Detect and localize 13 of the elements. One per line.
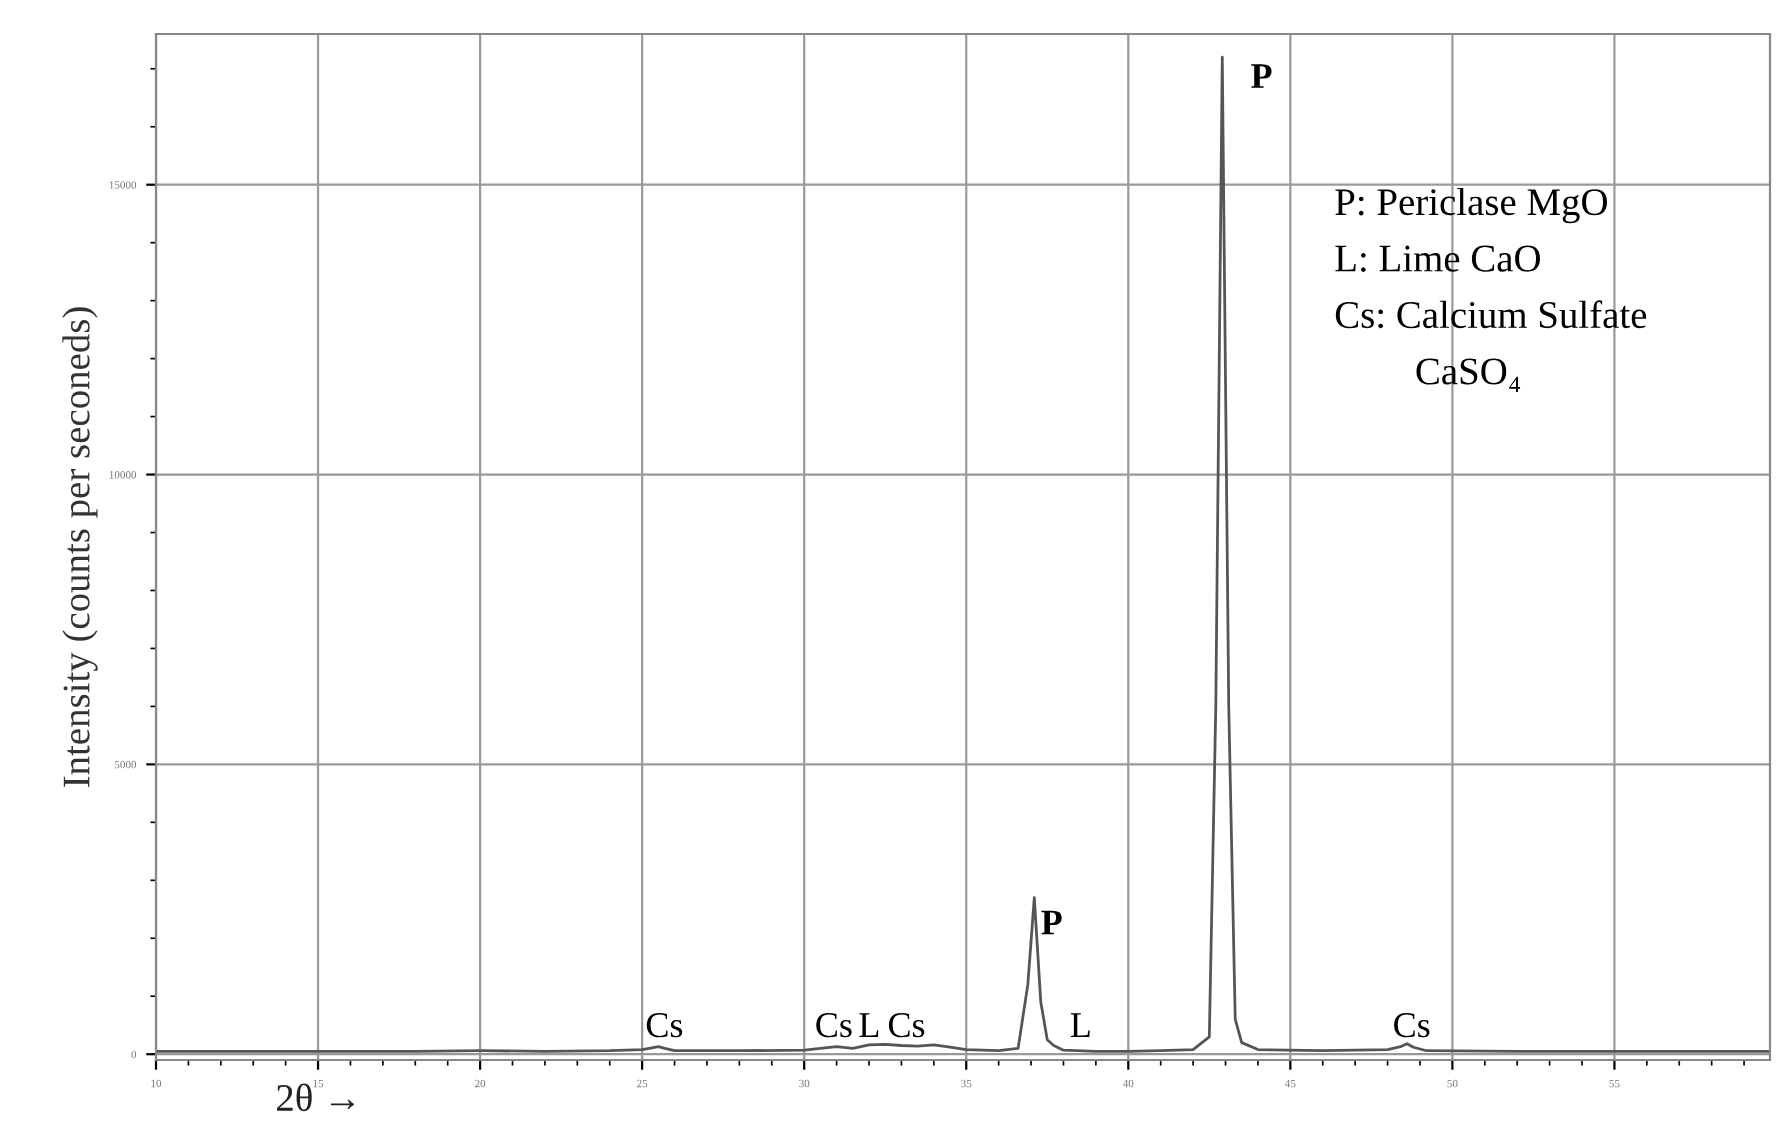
annotation: P: [1041, 910, 1062, 935]
annotation: Cs: [816, 1013, 852, 1038]
annotation: L: Lime CaO: [1335, 245, 1540, 272]
annotation: Cs: Calcium Sulfate: [1335, 300, 1647, 329]
annotation: CaSO₄: [1416, 358, 1521, 393]
y-axis-title: Intensity (counts per seconeds): [62, 307, 98, 787]
annotation: P: Periclase MgO: [1335, 187, 1607, 224]
annotation: Cs: [646, 1013, 683, 1038]
annotation: L: [859, 1013, 879, 1037]
annotation: L: [1070, 1013, 1090, 1037]
annotation: Cs: [888, 1013, 925, 1038]
annotation: P: [1251, 64, 1272, 88]
annotation: Cs: [1394, 1013, 1430, 1038]
